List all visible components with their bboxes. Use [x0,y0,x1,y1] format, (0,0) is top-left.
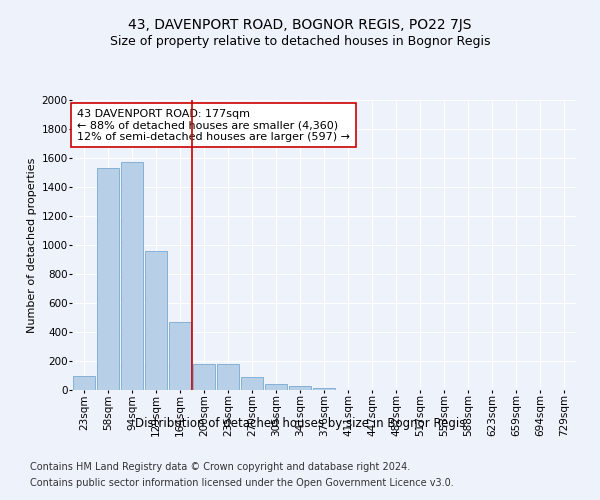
Bar [217,364,239,390]
Bar [97,168,119,390]
Bar [73,376,95,390]
Text: 43 DAVENPORT ROAD: 177sqm
← 88% of detached houses are smaller (4,360)
12% of se: 43 DAVENPORT ROAD: 177sqm ← 88% of detac… [77,108,350,142]
Bar [193,364,215,390]
Bar [265,384,287,390]
Bar [241,377,263,390]
Text: Distribution of detached houses by size in Bognor Regis: Distribution of detached houses by size … [135,418,465,430]
Text: Contains HM Land Registry data © Crown copyright and database right 2024.: Contains HM Land Registry data © Crown c… [30,462,410,472]
Bar [289,386,311,390]
Text: Size of property relative to detached houses in Bognor Regis: Size of property relative to detached ho… [110,35,490,48]
Bar [169,322,191,390]
Bar [121,162,143,390]
Bar [313,388,335,390]
Text: Contains public sector information licensed under the Open Government Licence v3: Contains public sector information licen… [30,478,454,488]
Text: 43, DAVENPORT ROAD, BOGNOR REGIS, PO22 7JS: 43, DAVENPORT ROAD, BOGNOR REGIS, PO22 7… [128,18,472,32]
Bar [145,251,167,390]
Y-axis label: Number of detached properties: Number of detached properties [28,158,37,332]
